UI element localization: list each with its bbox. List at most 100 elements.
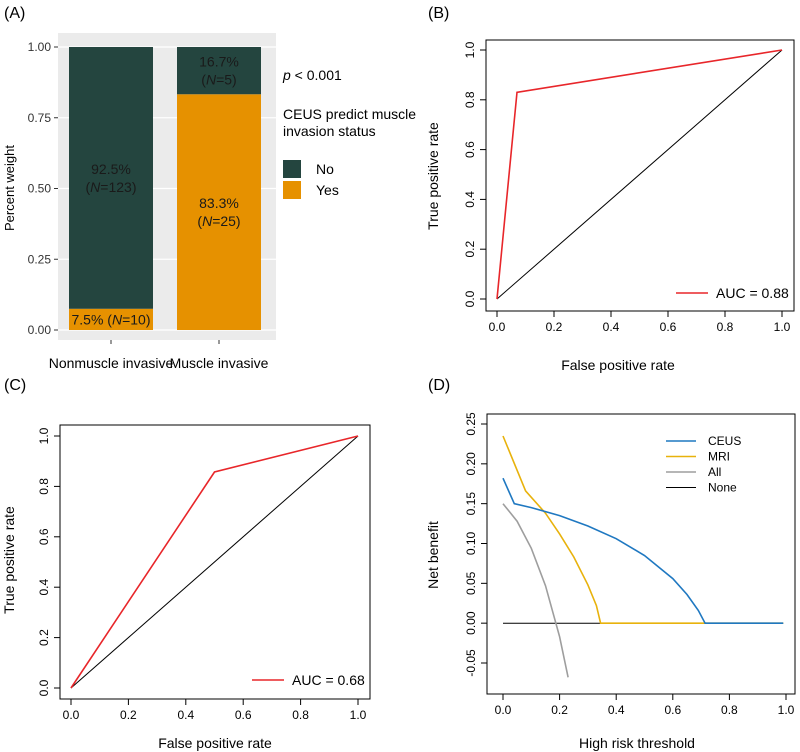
panel-d-y-tick-label: 0.15 bbox=[464, 492, 478, 516]
panel-d-x-tick-label: 0.8 bbox=[721, 703, 738, 717]
panel-a-label: (A) bbox=[4, 5, 25, 22]
panel-a-y-tick-label: 0.50 bbox=[28, 182, 52, 196]
panel-d-axes: 0.0 0.2 0.4 0.6 0.8 1.0 -0.05 0.00 0.05 0.10 0.15 0… bbox=[464, 412, 795, 717]
panel-a-bar-label-n-symbol: N bbox=[90, 179, 101, 195]
panel-a-y-tick-label: 0.00 bbox=[28, 323, 52, 337]
panel-b: (B) 0.0 0.2 0.4 0.6 0.8 1.0 0.0 0.2 0.4 0.6 0.8 1.0… bbox=[425, 5, 795, 373]
panel-b-x-tick-label: 0.8 bbox=[717, 320, 734, 334]
panel-b-x-tick-label: 0.6 bbox=[660, 320, 677, 334]
panel-c-x-tick-label: 0.8 bbox=[292, 708, 309, 722]
panel-c: (C) 0.0 0.2 0.4 0.6 0.8 1.0 0.0 0.2 0.4 0.6 0.8 1.0… bbox=[1, 377, 371, 751]
panel-b-x-tick-label: 1.0 bbox=[774, 320, 791, 334]
panel-a-legend-title-2: invasion status bbox=[283, 123, 376, 139]
panel-b-plot-frame bbox=[485, 39, 795, 312]
panel-a-bar-label-pct: 7.5% ( bbox=[71, 311, 112, 327]
panel-c-plot-frame bbox=[59, 424, 371, 700]
panel-c-y-tick-label: 0.2 bbox=[37, 629, 51, 646]
panel-a-bars: 7.5% (N=10)92.5%(N=123)83.3%(N=25)16.7%(… bbox=[69, 47, 261, 330]
panel-a-bar-label-pct: 92.5% bbox=[91, 161, 131, 177]
panel-c-y-tick-label: 0.4 bbox=[37, 579, 51, 596]
panel-d-lines bbox=[502, 435, 784, 678]
panel-c-x-axis-title: False positive rate bbox=[158, 735, 272, 751]
panel-a-y-axis-title: Percent weight bbox=[2, 145, 17, 231]
panel-a-x-tick-label: Muscle invasive bbox=[170, 355, 269, 371]
panel-b-y-tick-label: 0.8 bbox=[463, 91, 477, 108]
panel-a-y-tick-label: 0.75 bbox=[28, 111, 52, 125]
panel-b-legend-label: AUC = 0.88 bbox=[716, 285, 789, 301]
panel-a-bar-label: 7.5% (N=10) bbox=[71, 311, 150, 327]
panel-c-y-tick-label: 0.0 bbox=[37, 679, 51, 696]
panel-c-x-tick-label: 0.6 bbox=[235, 708, 252, 722]
panel-b-y-tick-label: 0.2 bbox=[463, 241, 477, 258]
panel-a-bar-label-n-symbol: N bbox=[202, 213, 213, 229]
panel-b-x-tick-label: 0.2 bbox=[546, 320, 563, 334]
panel-a-y-tick-label: 1.00 bbox=[28, 40, 52, 54]
panel-b-y-axis-title: True positive rate bbox=[425, 122, 441, 230]
panel-b-axes: 0.0 0.2 0.4 0.6 0.8 1.0 0.0 0.2 0.4 0.6 0.8 1.0 bbox=[463, 41, 791, 334]
panel-a-bar-label-n-open: ( bbox=[201, 72, 206, 88]
panel-b-line-auc-0-88 bbox=[496, 49, 783, 300]
panel-d-line-mri bbox=[502, 435, 784, 625]
panel-b-legend: AUC = 0.88 bbox=[676, 285, 789, 301]
panel-b-lines bbox=[496, 49, 783, 300]
panel-a-legend-label-yes: Yes bbox=[316, 182, 339, 198]
panel-d-line-ceus bbox=[502, 477, 784, 625]
panel-b-y-tick-label: 0.4 bbox=[463, 191, 477, 208]
panel-a: (A) 7.5% (N=10)92.5%(N=123)83.3%(N=25)16… bbox=[2, 5, 416, 371]
panel-b-line-reference bbox=[496, 49, 783, 300]
panel-c-lines bbox=[70, 435, 359, 689]
panel-d-y-axis-title: Net benefit bbox=[425, 521, 441, 589]
panel-a-bar-label-n-value: =5) bbox=[216, 72, 237, 88]
panel-c-label: (C) bbox=[4, 377, 26, 394]
panel-b-x-axis-title: False positive rate bbox=[561, 357, 675, 373]
panel-b-y-tick-label: 0.0 bbox=[463, 290, 477, 307]
panel-d-legend-label-mri: MRI bbox=[708, 450, 730, 464]
panel-d-legend-label-none: None bbox=[708, 481, 737, 495]
panel-d: (D) 0.0 0.2 0.4 0.6 0.8 1.0-0.050.000.050.100… bbox=[425, 377, 796, 751]
panel-a-bar-label-n-open: ( bbox=[86, 179, 91, 195]
panel-c-x-tick-label: 0.0 bbox=[63, 708, 80, 722]
panel-c-x-tick-label: 0.4 bbox=[177, 708, 194, 722]
panel-b-x-tick-label: 0.4 bbox=[603, 320, 620, 334]
panel-b-x-tick-label: 0.0 bbox=[489, 320, 506, 334]
panel-b-y-tick-label: 0.6 bbox=[463, 141, 477, 158]
panel-c-line-auc-0-68 bbox=[70, 435, 359, 689]
panel-d-y-tick-label: 0.10 bbox=[464, 531, 478, 555]
panel-b-label: (B) bbox=[428, 5, 449, 22]
panel-a-bar-yes bbox=[177, 94, 261, 330]
panel-d-x-tick-label: 1.0 bbox=[778, 703, 795, 717]
panel-a-p-value: p < 0.001 bbox=[282, 67, 342, 83]
panel-c-y-axis-title: True positive rate bbox=[1, 506, 17, 614]
panel-d-y-tick-label: 0.20 bbox=[464, 452, 478, 476]
panel-d-legend-label-all: All bbox=[708, 465, 721, 479]
panel-a-bar-label-n-symbol: N bbox=[112, 311, 123, 327]
panel-a-x-tick-label: Nonmuscle invasive bbox=[49, 355, 174, 371]
panel-d-line-all bbox=[502, 503, 569, 678]
panel-a-bar-no bbox=[177, 47, 261, 95]
panel-d-y-tick-label: 0.25 bbox=[464, 412, 478, 436]
panel-c-legend-label: AUC = 0.68 bbox=[292, 672, 365, 688]
panel-a-legend: CEUS predict muscle invasion status No Y… bbox=[283, 106, 416, 199]
panel-d-label: (D) bbox=[428, 377, 450, 394]
panel-c-x-tick-label: 0.2 bbox=[120, 708, 137, 722]
panel-a-legend-title-1: CEUS predict muscle bbox=[283, 106, 416, 122]
panel-a-bar-label-n: (N=5) bbox=[201, 72, 236, 88]
panel-a-y-axis: 0.00 0.25 0.50 0.75 1.00 bbox=[28, 40, 58, 337]
panel-a-bar-label-n-value: =10) bbox=[122, 311, 150, 327]
panel-c-x-tick-label: 1.0 bbox=[350, 708, 367, 722]
panel-a-legend-key-no bbox=[283, 160, 301, 178]
panel-d-y-tick-label: -0.05 bbox=[464, 649, 478, 677]
panel-d-x-axis-title: High risk threshold bbox=[579, 735, 695, 751]
panel-a-legend-label-no: No bbox=[316, 161, 334, 177]
panel-a-bar-yes bbox=[69, 308, 153, 330]
panel-d-legend-label-ceus: CEUS bbox=[708, 434, 741, 448]
panel-d-plot-frame bbox=[486, 413, 796, 695]
panel-a-bar-no bbox=[69, 47, 153, 309]
panel-c-y-tick-label: 0.6 bbox=[37, 528, 51, 545]
panel-d-x-tick-label: 0.0 bbox=[495, 703, 512, 717]
panel-c-y-tick-label: 1.0 bbox=[37, 427, 51, 444]
panel-c-line-reference bbox=[70, 435, 359, 689]
